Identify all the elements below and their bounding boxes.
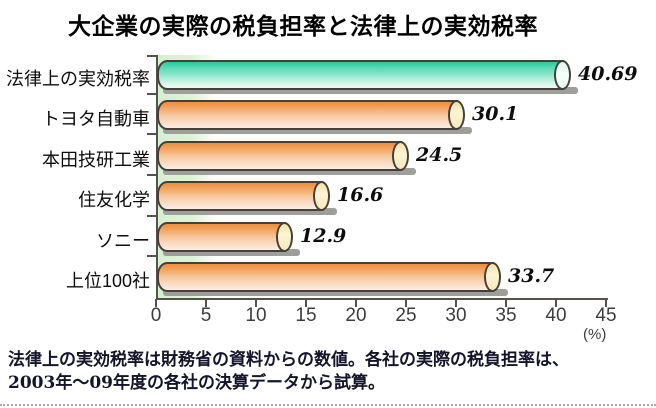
x-axis-tick-5 xyxy=(205,299,207,307)
bar-end-cap xyxy=(448,100,465,130)
category-label-3: 本田技研工業 xyxy=(42,150,150,170)
category-label-2: トヨタ自動車 xyxy=(42,109,150,129)
x-axis-tick-20 xyxy=(355,299,357,307)
y-axis-tick-2 xyxy=(147,93,156,95)
x-axis-tick-30 xyxy=(455,299,457,307)
value-label-4: 16.6 xyxy=(337,184,384,206)
bar-end-cap xyxy=(276,222,293,252)
bar-1 xyxy=(157,60,571,90)
x-axis-label-30: 30 xyxy=(445,305,467,326)
bar-shadow xyxy=(163,168,416,175)
bar-end-cap xyxy=(554,60,571,90)
bar-shadow xyxy=(163,87,578,94)
x-axis-tick-10 xyxy=(255,299,257,307)
bar-3 xyxy=(157,141,409,171)
x-axis-tick-15 xyxy=(305,299,307,307)
bar-4 xyxy=(157,181,330,211)
x-axis-tick-0 xyxy=(155,299,157,307)
bar-shadow xyxy=(163,289,508,296)
y-axis-tick-4 xyxy=(147,174,156,176)
x-axis-label-20: 20 xyxy=(345,305,367,326)
category-label-5: ソニー xyxy=(96,231,150,251)
x-axis-tick-25 xyxy=(405,299,407,307)
bar-shadow xyxy=(163,208,337,215)
x-axis-label-40: 40 xyxy=(545,305,567,326)
bar-5 xyxy=(157,222,293,252)
x-axis-label-15: 15 xyxy=(295,305,317,326)
value-label-1: 40.69 xyxy=(578,63,638,85)
footnote-line-1: 法律上の実効税率は財務省の資料からの数値。各社の実際の税負担率は、 xyxy=(8,350,569,370)
x-axis-label-5: 5 xyxy=(200,305,212,326)
bar-shadow xyxy=(163,249,300,256)
y-axis-tick-5 xyxy=(147,215,156,217)
x-axis-label-0: 0 xyxy=(150,305,162,326)
x-axis-label-25: 25 xyxy=(395,305,417,326)
bar-shadow xyxy=(163,127,472,134)
x-axis-tick-35 xyxy=(505,299,507,307)
plot-background-band xyxy=(158,55,218,298)
bar-end-cap xyxy=(313,181,330,211)
footnote-line-2: 2003年～09年度の各社の決算データから試算。 xyxy=(8,373,385,393)
y-axis-tick-6 xyxy=(147,255,156,257)
y-axis-tick-1 xyxy=(147,55,156,57)
bar-6 xyxy=(157,262,501,292)
value-label-2: 30.1 xyxy=(472,103,519,125)
x-axis-label-35: 35 xyxy=(495,305,517,326)
x-axis-tick-40 xyxy=(555,299,557,307)
value-label-6: 33.7 xyxy=(508,265,555,287)
category-label-6: 上位100社 xyxy=(65,271,150,291)
footnote: 法律上の実効税率は財務省の資料からの数値。各社の実際の税負担率は、 2003年～… xyxy=(8,349,648,395)
category-label-1: 法律上の実効税率 xyxy=(6,69,150,89)
bar-end-cap xyxy=(484,262,501,292)
value-label-5: 12.9 xyxy=(300,225,347,247)
x-axis-label-45: 45 xyxy=(595,305,617,326)
bar-end-cap xyxy=(392,141,409,171)
x-axis-unit-label: (%) xyxy=(583,326,607,343)
y-axis-tick-3 xyxy=(147,133,156,135)
plot-area xyxy=(156,55,608,300)
value-label-3: 24.5 xyxy=(416,144,463,166)
category-label-4: 住友化学 xyxy=(78,190,150,210)
x-axis-tick-45 xyxy=(605,299,607,307)
x-axis-label-10: 10 xyxy=(245,305,267,326)
bar-2 xyxy=(157,100,465,130)
chart-title: 大企業の実際の税負担率と法律上の実効税率 xyxy=(68,13,538,39)
bottom-dotted-divider xyxy=(0,404,656,406)
